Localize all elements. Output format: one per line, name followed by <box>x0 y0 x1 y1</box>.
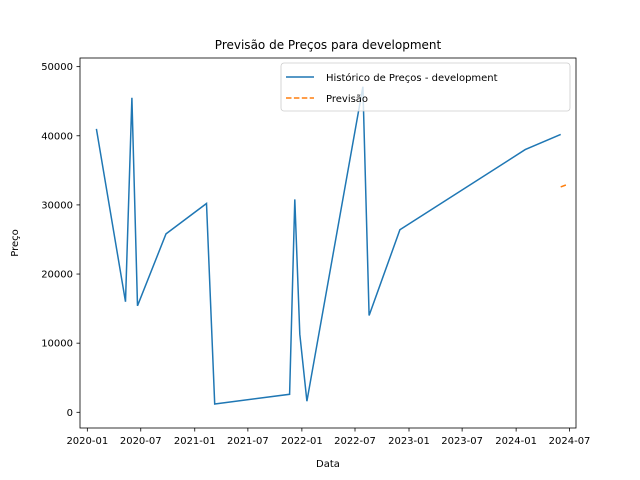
x-tick-label: 2022-07 <box>334 436 376 447</box>
x-tick-label: 2020-01 <box>66 436 108 447</box>
series-line-2 <box>560 183 569 188</box>
y-tick-label: 40000 <box>41 131 73 142</box>
plot-lines <box>95 86 569 405</box>
x-tick-label: 2020-07 <box>120 436 162 447</box>
y-tick-label: 0 <box>67 408 73 419</box>
y-axis-label: Preço <box>10 229 21 257</box>
y-tick-label: 30000 <box>41 200 73 211</box>
y-axis-ticks: 0 10000 20000 30000 40000 50000 <box>41 62 80 419</box>
legend-label-2: Previsão <box>326 94 368 105</box>
y-tick-label: 20000 <box>41 270 73 281</box>
series-line-1 <box>95 86 561 405</box>
x-axis-ticks: 2020-01 2020-07 2021-01 2021-07 2022-01 2022-… <box>66 428 590 447</box>
x-axis-label: Data <box>316 459 340 470</box>
y-tick-label: 10000 <box>41 339 73 350</box>
legend: Histórico de Preços - development Previsã… <box>280 62 571 112</box>
chart-title: Previsão de Preços para development <box>215 38 442 52</box>
x-tick-label: 2022-01 <box>281 436 323 447</box>
x-tick-label: 2024-01 <box>495 436 537 447</box>
x-tick-label: 2023-01 <box>388 436 430 447</box>
x-tick-label: 2024-07 <box>549 436 591 447</box>
plot-frame <box>79 57 577 429</box>
y-tick-label: 50000 <box>41 62 73 73</box>
legend-box <box>280 62 571 112</box>
x-tick-label: 2023-07 <box>441 436 483 447</box>
x-tick-label: 2021-01 <box>174 436 216 447</box>
x-tick-label: 2021-07 <box>227 436 269 447</box>
legend-label-1: Histórico de Preços - development <box>326 72 498 84</box>
